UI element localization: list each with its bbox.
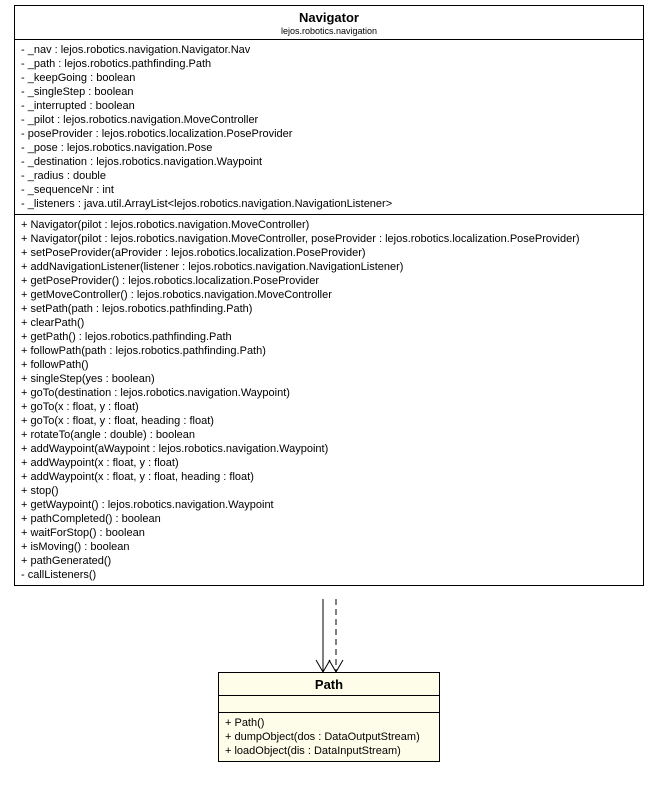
uml-member: + Navigator(pilot : lejos.robotics.navig… xyxy=(21,218,637,232)
uml-title-section: Path xyxy=(219,673,439,696)
uml-member: + getWaypoint() : lejos.robotics.navigat… xyxy=(21,498,637,512)
uml-member: + addNavigationListener(listener : lejos… xyxy=(21,260,637,274)
uml-member: + goTo(x : float, y : float, heading : f… xyxy=(21,414,637,428)
class-name: Path xyxy=(225,677,433,692)
uml-class-path: Path + Path()+ dumpObject(dos : DataOutp… xyxy=(218,672,440,762)
methods-section: + Path()+ dumpObject(dos : DataOutputStr… xyxy=(219,713,439,761)
uml-member: - poseProvider : lejos.robotics.localiza… xyxy=(21,127,637,141)
uml-member: - _listeners : java.util.ArrayList<lejos… xyxy=(21,197,637,211)
uml-member: - _destination : lejos.robotics.navigati… xyxy=(21,155,637,169)
uml-member: + followPath() xyxy=(21,358,637,372)
uml-member: + stop() xyxy=(21,484,637,498)
class-name: Navigator xyxy=(21,10,637,25)
uml-member: + pathGenerated() xyxy=(21,554,637,568)
uml-member: - _nav : lejos.robotics.navigation.Navig… xyxy=(21,43,637,57)
uml-member: + goTo(destination : lejos.robotics.navi… xyxy=(21,386,637,400)
uml-member: + singleStep(yes : boolean) xyxy=(21,372,637,386)
uml-member: - _pose : lejos.robotics.navigation.Pose xyxy=(21,141,637,155)
uml-member: + pathCompleted() : boolean xyxy=(21,512,637,526)
uml-member: + getMoveController() : lejos.robotics.n… xyxy=(21,288,637,302)
uml-member: + loadObject(dis : DataInputStream) xyxy=(225,744,433,758)
uml-member: + addWaypoint(x : float, y : float) xyxy=(21,456,637,470)
uml-member: + setPoseProvider(aProvider : lejos.robo… xyxy=(21,246,637,260)
uml-member: + goTo(x : float, y : float) xyxy=(21,400,637,414)
uml-member: + followPath(path : lejos.robotics.pathf… xyxy=(21,344,637,358)
uml-member: - _sequenceNr : int xyxy=(21,183,637,197)
uml-member: + addWaypoint(aWaypoint : lejos.robotics… xyxy=(21,442,637,456)
uml-member: + getPoseProvider() : lejos.robotics.loc… xyxy=(21,274,637,288)
arrowhead-icon xyxy=(316,660,330,672)
uml-member: - _radius : double xyxy=(21,169,637,183)
uml-member: + Navigator(pilot : lejos.robotics.navig… xyxy=(21,232,637,246)
uml-title-section: Navigator lejos.robotics.navigation xyxy=(15,6,643,40)
uml-member: - callListeners() xyxy=(21,568,637,582)
uml-member: - _singleStep : boolean xyxy=(21,85,637,99)
uml-member: + Path() xyxy=(225,716,433,730)
uml-member: + dumpObject(dos : DataOutputStream) xyxy=(225,730,433,744)
arrowhead-icon xyxy=(329,660,343,672)
uml-member: - _pilot : lejos.robotics.navigation.Mov… xyxy=(21,113,637,127)
methods-section: + Navigator(pilot : lejos.robotics.navig… xyxy=(15,215,643,585)
attributes-section xyxy=(219,696,439,713)
class-package: lejos.robotics.navigation xyxy=(21,26,637,36)
attributes-section: - _nav : lejos.robotics.navigation.Navig… xyxy=(15,40,643,215)
uml-member: + setPath(path : lejos.robotics.pathfind… xyxy=(21,302,637,316)
uml-member: + getPath() : lejos.robotics.pathfinding… xyxy=(21,330,637,344)
uml-member: - _keepGoing : boolean xyxy=(21,71,637,85)
uml-member: + clearPath() xyxy=(21,316,637,330)
uml-member: - _interrupted : boolean xyxy=(21,99,637,113)
uml-member: + isMoving() : boolean xyxy=(21,540,637,554)
uml-member: - _path : lejos.robotics.pathfinding.Pat… xyxy=(21,57,637,71)
uml-class-navigator: Navigator lejos.robotics.navigation - _n… xyxy=(14,5,644,586)
uml-member: + addWaypoint(x : float, y : float, head… xyxy=(21,470,637,484)
uml-member: + waitForStop() : boolean xyxy=(21,526,637,540)
uml-member: + rotateTo(angle : double) : boolean xyxy=(21,428,637,442)
